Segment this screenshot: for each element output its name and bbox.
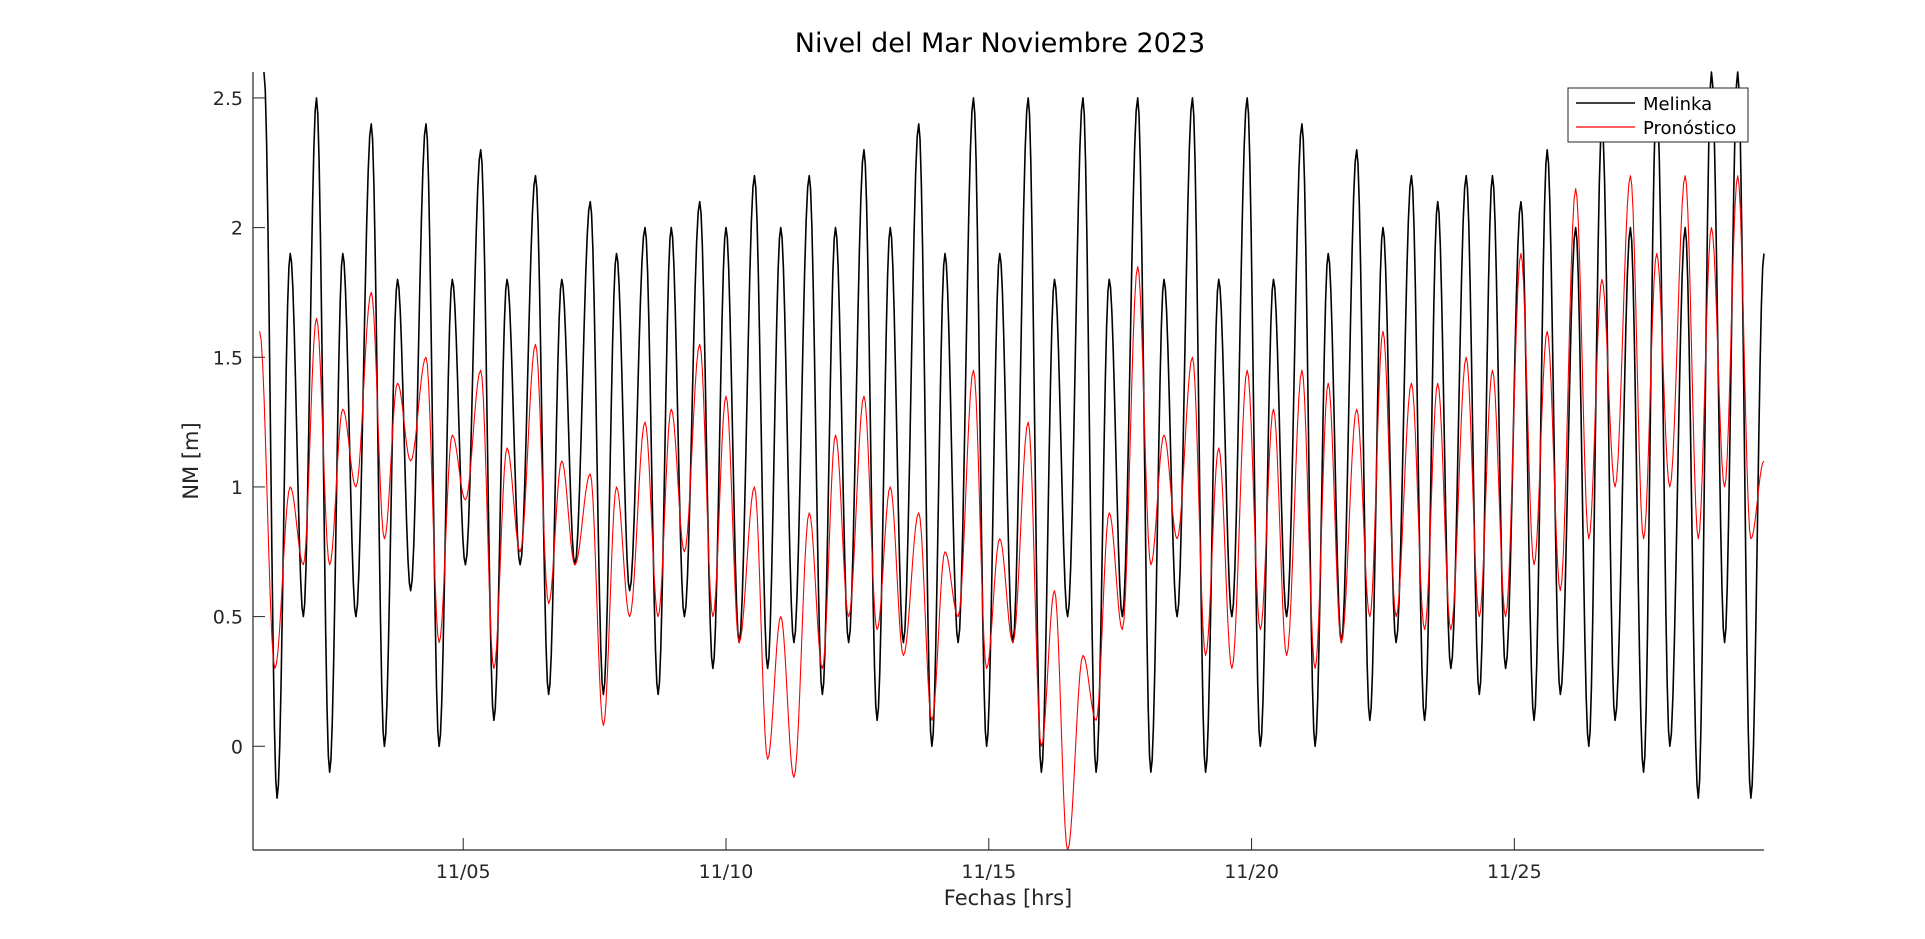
plot-area <box>253 72 1764 850</box>
y-tick-label: 0.5 <box>213 607 243 629</box>
legend-box <box>1567 87 1749 143</box>
x-tick-label: 11/15 <box>961 861 1016 883</box>
legend: Melinka Pronóstico <box>1567 87 1749 143</box>
x-tick-label: 11/25 <box>1487 861 1542 883</box>
y-tick-label: 2.5 <box>213 88 243 110</box>
y-tick-label: 0 <box>231 736 243 758</box>
series-layer <box>259 71 1765 851</box>
chart-title: Nivel del Mar Noviembre 2023 <box>795 28 1205 59</box>
series-line-pronostico <box>259 175 1765 851</box>
y-axis-label: NM [m] <box>179 422 203 499</box>
y-tick-label: 1.5 <box>213 347 243 369</box>
y-tick-label: 2 <box>231 218 243 240</box>
y-tick-label: 1 <box>231 477 243 499</box>
x-tick-label: 11/05 <box>436 861 491 883</box>
x-ticks: 11/05 11/10 11/15 11/20 11/25 <box>436 838 1542 883</box>
legend-label-melinka: Melinka <box>1643 94 1712 115</box>
legend-label-pronostico: Pronóstico <box>1643 118 1736 139</box>
y-ticks: 0 0.5 1 1.5 2 2.5 <box>213 88 265 758</box>
x-tick-label: 11/20 <box>1224 861 1279 883</box>
x-tick-label: 11/10 <box>699 861 754 883</box>
x-axis-label: Fechas [hrs] <box>944 886 1072 910</box>
